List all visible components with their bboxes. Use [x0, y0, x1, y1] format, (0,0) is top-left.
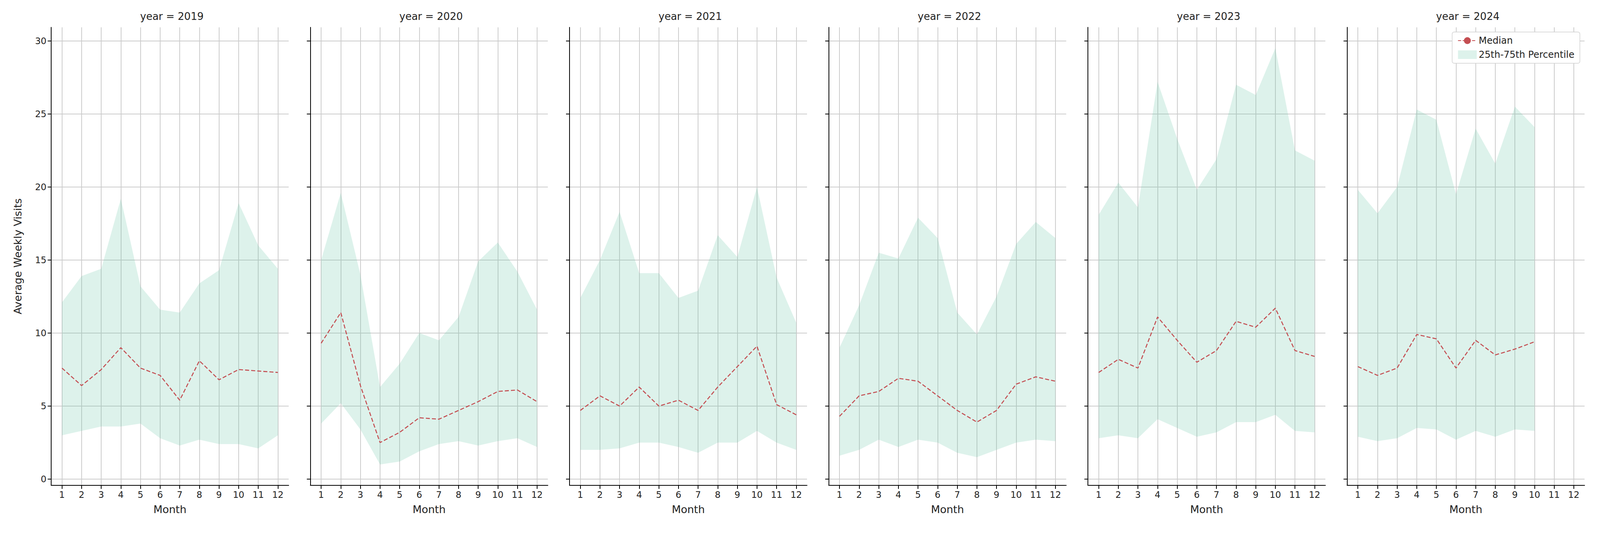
- svg-text:4: 4: [1154, 489, 1161, 500]
- svg-text:2: 2: [1115, 489, 1122, 500]
- svg-text:Month: Month: [1449, 503, 1483, 516]
- svg-text:7: 7: [176, 489, 183, 500]
- svg-text:4: 4: [117, 489, 124, 500]
- svg-text:5: 5: [915, 489, 922, 500]
- svg-text:Month: Month: [1190, 503, 1224, 516]
- svg-text:5: 5: [396, 489, 403, 500]
- svg-text:2: 2: [337, 489, 344, 500]
- svg-text:year = 2024: year = 2024: [1435, 10, 1500, 23]
- svg-text:5: 5: [655, 489, 662, 500]
- svg-text:1: 1: [1095, 489, 1102, 500]
- svg-text:12: 12: [272, 489, 284, 500]
- svg-text:Month: Month: [930, 503, 965, 516]
- svg-text:8: 8: [1492, 489, 1499, 500]
- svg-text:8: 8: [455, 489, 462, 500]
- svg-text:9: 9: [475, 489, 482, 500]
- svg-text:year = 2021: year = 2021: [658, 10, 723, 23]
- svg-text:3: 3: [1135, 489, 1142, 500]
- svg-text:10: 10: [1528, 489, 1541, 500]
- svg-text:year = 2023: year = 2023: [1176, 10, 1241, 23]
- svg-text:1: 1: [58, 489, 65, 500]
- svg-text:15: 15: [35, 255, 47, 266]
- svg-text:3: 3: [875, 489, 882, 500]
- svg-text:1: 1: [836, 489, 843, 500]
- svg-text:Average Weekly Visits: Average Weekly Visits: [11, 198, 24, 315]
- svg-text:3: 3: [98, 489, 105, 500]
- svg-text:8: 8: [974, 489, 981, 500]
- svg-text:year = 2019: year = 2019: [140, 10, 204, 23]
- svg-text:11: 11: [1289, 489, 1301, 500]
- svg-text:9: 9: [1512, 489, 1518, 500]
- svg-text:11: 11: [770, 489, 783, 500]
- svg-text:7: 7: [695, 489, 702, 500]
- svg-text:9: 9: [216, 489, 222, 500]
- svg-text:10: 10: [1269, 489, 1281, 500]
- svg-text:6: 6: [157, 489, 164, 500]
- svg-text:5: 5: [137, 489, 144, 500]
- svg-text:1: 1: [1355, 489, 1361, 500]
- svg-text:12: 12: [1308, 489, 1321, 500]
- svg-text:3: 3: [357, 489, 364, 500]
- svg-text:11: 11: [1548, 489, 1560, 500]
- svg-text:9: 9: [734, 489, 741, 500]
- svg-text:3: 3: [616, 489, 623, 500]
- svg-text:0: 0: [40, 474, 47, 485]
- svg-text:4: 4: [636, 489, 643, 500]
- svg-text:7: 7: [435, 489, 442, 500]
- svg-text:8: 8: [714, 489, 721, 500]
- svg-text:Median: Median: [1478, 35, 1513, 47]
- svg-text:2: 2: [597, 489, 604, 500]
- svg-text:8: 8: [1233, 489, 1240, 500]
- svg-text:7: 7: [1213, 489, 1220, 500]
- svg-text:5: 5: [1433, 489, 1440, 500]
- svg-text:8: 8: [196, 489, 203, 500]
- svg-text:6: 6: [675, 489, 682, 500]
- svg-text:Month: Month: [671, 503, 706, 516]
- svg-text:25th-75th Percentile: 25th-75th Percentile: [1478, 49, 1575, 61]
- svg-text:12: 12: [531, 489, 543, 500]
- svg-text:6: 6: [934, 489, 941, 500]
- svg-text:11: 11: [1030, 489, 1042, 500]
- svg-text:6: 6: [416, 489, 423, 500]
- svg-text:20: 20: [35, 182, 47, 193]
- svg-text:7: 7: [1472, 489, 1479, 500]
- svg-text:1: 1: [577, 489, 584, 500]
- svg-text:5: 5: [40, 401, 47, 412]
- svg-text:4: 4: [1414, 489, 1420, 500]
- svg-text:Month: Month: [153, 503, 187, 516]
- svg-text:2: 2: [78, 489, 85, 500]
- svg-text:10: 10: [232, 489, 245, 500]
- svg-text:Month: Month: [412, 503, 446, 516]
- svg-text:2: 2: [856, 489, 863, 500]
- svg-text:30: 30: [35, 35, 47, 47]
- svg-text:2: 2: [1374, 489, 1381, 500]
- svg-text:year = 2020: year = 2020: [399, 10, 463, 23]
- svg-text:12: 12: [790, 489, 802, 500]
- svg-text:11: 11: [511, 489, 524, 500]
- svg-text:5: 5: [1174, 489, 1181, 500]
- svg-text:11: 11: [252, 489, 264, 500]
- svg-text:4: 4: [377, 489, 384, 500]
- svg-text:3: 3: [1394, 489, 1400, 500]
- svg-text:10: 10: [492, 489, 504, 500]
- svg-text:10: 10: [751, 489, 763, 500]
- svg-text:12: 12: [1567, 489, 1580, 500]
- svg-text:9: 9: [1252, 489, 1259, 500]
- svg-text:6: 6: [1453, 489, 1459, 500]
- svg-text:10: 10: [1010, 489, 1022, 500]
- svg-text:12: 12: [1049, 489, 1061, 500]
- svg-text:1: 1: [318, 489, 325, 500]
- svg-text:10: 10: [35, 328, 47, 339]
- svg-text:year = 2022: year = 2022: [917, 10, 982, 23]
- svg-text:9: 9: [993, 489, 1000, 500]
- svg-text:6: 6: [1194, 489, 1200, 500]
- svg-text:7: 7: [954, 489, 961, 500]
- svg-text:4: 4: [895, 489, 902, 500]
- svg-text:25: 25: [35, 108, 47, 120]
